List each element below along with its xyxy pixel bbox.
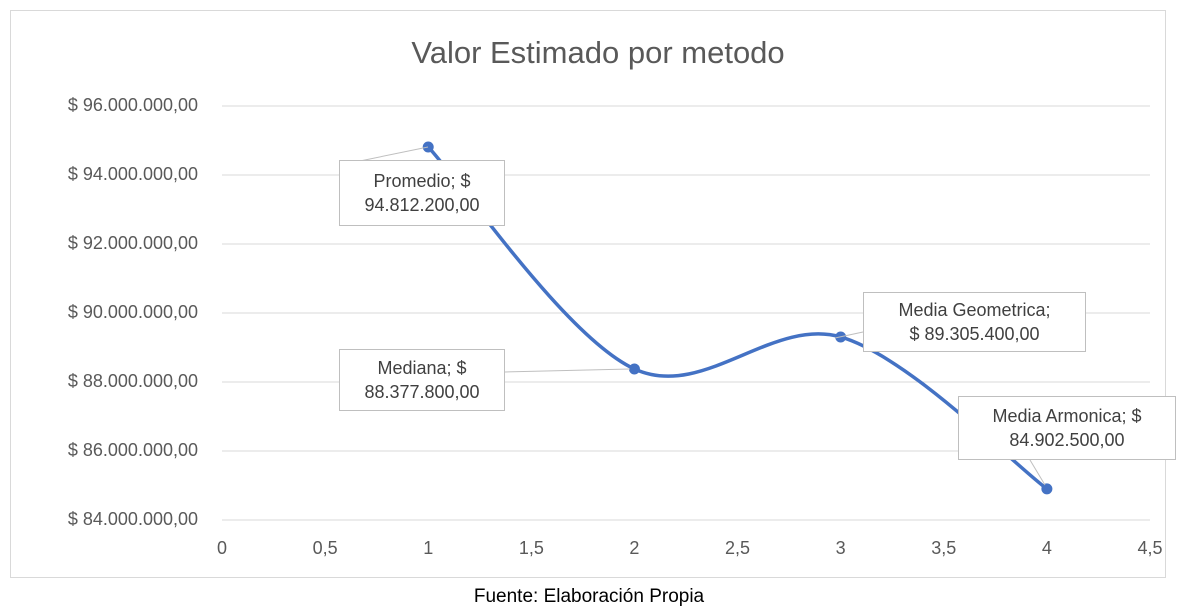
x-tick-label: 3,5 xyxy=(931,538,956,558)
data-label: Media Geometrica; $ 89.305.400,00 xyxy=(863,292,1086,352)
line xyxy=(426,145,1049,491)
chart-title: Valor Estimado por metodo xyxy=(411,35,784,70)
x-tick-label: 1 xyxy=(423,538,433,558)
x-tick-label: 4 xyxy=(1042,538,1052,558)
x-tick-label: 0,5 xyxy=(313,538,338,558)
y-tick-label: $ 96.000.000,00 xyxy=(68,95,198,115)
point xyxy=(628,363,640,375)
x-tick-label: 0 xyxy=(217,538,227,558)
x-tick-label: 2,5 xyxy=(725,538,750,558)
y-tick-label: $ 84.000.000,00 xyxy=(68,509,198,529)
data-label: Media Armonica; $ 84.902.500,00 xyxy=(958,396,1176,460)
leader-line xyxy=(834,331,864,339)
x-tick-label: 2 xyxy=(629,538,639,558)
y-tick-label: $ 94.000.000,00 xyxy=(68,164,198,184)
y-tick-label: $ 90.000.000,00 xyxy=(68,302,198,322)
leader-line xyxy=(1029,459,1046,486)
data-label: Promedio; $ 94.812.200,00 xyxy=(339,160,505,226)
leader-lines xyxy=(359,146,1046,486)
data-label: Mediana; $ 88.377.800,00 xyxy=(339,349,505,411)
x-tick-label: 4,5 xyxy=(1137,538,1162,558)
leader-line xyxy=(359,146,429,162)
caption: Fuente: Elaboración Propia xyxy=(474,586,705,607)
y-tick-label: $ 92.000.000,00 xyxy=(68,233,198,253)
leader-line xyxy=(504,368,631,373)
x-tick-label: 1,5 xyxy=(519,538,544,558)
point xyxy=(1041,483,1053,495)
y-tick-label: $ 86.000.000,00 xyxy=(68,440,198,460)
x-tick-label: 3 xyxy=(836,538,846,558)
y-tick-label: $ 88.000.000,00 xyxy=(68,371,198,391)
point xyxy=(422,141,434,153)
